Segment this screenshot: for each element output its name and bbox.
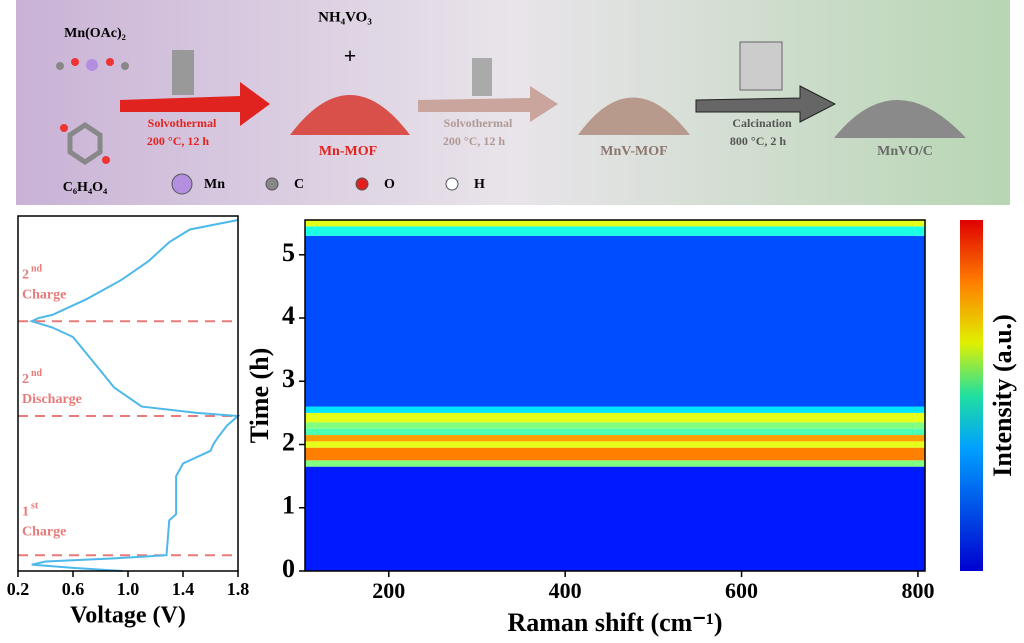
heatmap-row (305, 226, 925, 236)
heatmap-row (305, 406, 925, 413)
product: MnVO/C (877, 144, 933, 159)
y-tick-label: 3 (282, 364, 295, 393)
x-tick-label: 1.4 (172, 579, 195, 599)
legend-swatch (171, 173, 193, 195)
x-tick-label: 600 (725, 578, 758, 603)
x-axis-title: Raman shift (cm⁻¹) (507, 608, 722, 637)
arrow (695, 85, 837, 123)
heatmap-row (305, 412, 925, 423)
heatmap-row (305, 447, 925, 461)
legend-label: H (474, 177, 485, 192)
colorbar-title: Intensity (a.u.) (988, 314, 1017, 477)
y-tick-label: 1 (282, 491, 295, 520)
heatmap-row (305, 428, 925, 436)
molecule (60, 121, 110, 166)
legend-label: C (294, 177, 304, 192)
atom-legend: Mn C O H (171, 173, 485, 195)
heatmap-row (305, 435, 925, 442)
heatmap-row (305, 220, 925, 227)
step-condition: 200 °C, 12 h (147, 134, 209, 148)
autoclave (172, 50, 194, 95)
annotation-text: Charge (22, 525, 66, 540)
x-axis-title: Voltage (V) (70, 603, 186, 629)
annotation-number: 1 (22, 505, 29, 520)
colorbar (960, 220, 983, 571)
powder-pile (578, 97, 690, 135)
x-tick-label: 200 (372, 578, 405, 603)
autoclave (472, 58, 492, 96)
furnace (739, 41, 783, 91)
powder-pile (290, 95, 410, 135)
powder-pile (834, 100, 966, 138)
annotation-superscript: nd (31, 264, 43, 275)
annotation-text: Discharge (22, 392, 82, 407)
legend-label: O (384, 177, 395, 192)
annotation-superscript: st (31, 501, 39, 512)
legend-swatch (265, 177, 279, 191)
arrow (418, 86, 558, 122)
x-tick-label: 800 (901, 578, 934, 603)
voltage-curve (28, 219, 241, 572)
x-tick-label: 1.0 (117, 579, 140, 599)
annotation-number: 2 (22, 267, 29, 282)
x-tick-label: 400 (549, 578, 582, 603)
step-name: Solvothermal (148, 116, 217, 130)
heatmap-row (305, 235, 925, 407)
annotation-text: Charge (22, 287, 66, 302)
product: Mn-MOF (319, 144, 377, 159)
step-condition: 800 °C, 2 h (730, 134, 786, 148)
raman-map: 200 400 600 800 0 1 2 3 4 5 Raman shift (cm⁻¹) Time… (245, 219, 1017, 637)
x-tick-label: 0.2 (7, 579, 30, 599)
plot-frame (304, 219, 926, 572)
legend-label: Mn (204, 177, 225, 192)
legend-swatch (355, 177, 369, 191)
reagent: NH₄VO₃ (318, 9, 372, 25)
y-axis-title: Time (h) (245, 348, 274, 444)
heatmap-row (305, 422, 925, 429)
reagent: Mn(OAc)₂ (64, 26, 126, 41)
product: MnV-MOF (600, 144, 667, 159)
plus: + (344, 43, 357, 68)
x-tick-label: 0.6 (62, 579, 85, 599)
molecule (56, 58, 129, 71)
heatmap-row (305, 466, 925, 571)
heatmap-row (305, 460, 925, 467)
step-name: Solvothermal (444, 116, 513, 130)
step-condition: 200 °C, 12 h (443, 134, 505, 148)
x-tick-label: 1.8 (227, 579, 250, 599)
reagent: C₆H₄O₄ (63, 180, 108, 195)
step-name: Calcination (732, 116, 792, 130)
annotation-number: 2 (22, 372, 29, 387)
y-tick-label: 0 (282, 554, 295, 583)
y-tick-label: 4 (282, 301, 295, 330)
y-tick-label: 2 (282, 427, 295, 456)
legend-swatch (445, 177, 459, 191)
schematic: Mn(OAc)₂ C₆H₄O₄ NH₄VO₃ + Solvothermal 20… (16, 0, 1010, 205)
arrow (120, 82, 270, 126)
heatmap-row (305, 441, 925, 448)
y-tick-label: 5 (282, 238, 295, 267)
annotation-superscript: nd (31, 368, 43, 379)
